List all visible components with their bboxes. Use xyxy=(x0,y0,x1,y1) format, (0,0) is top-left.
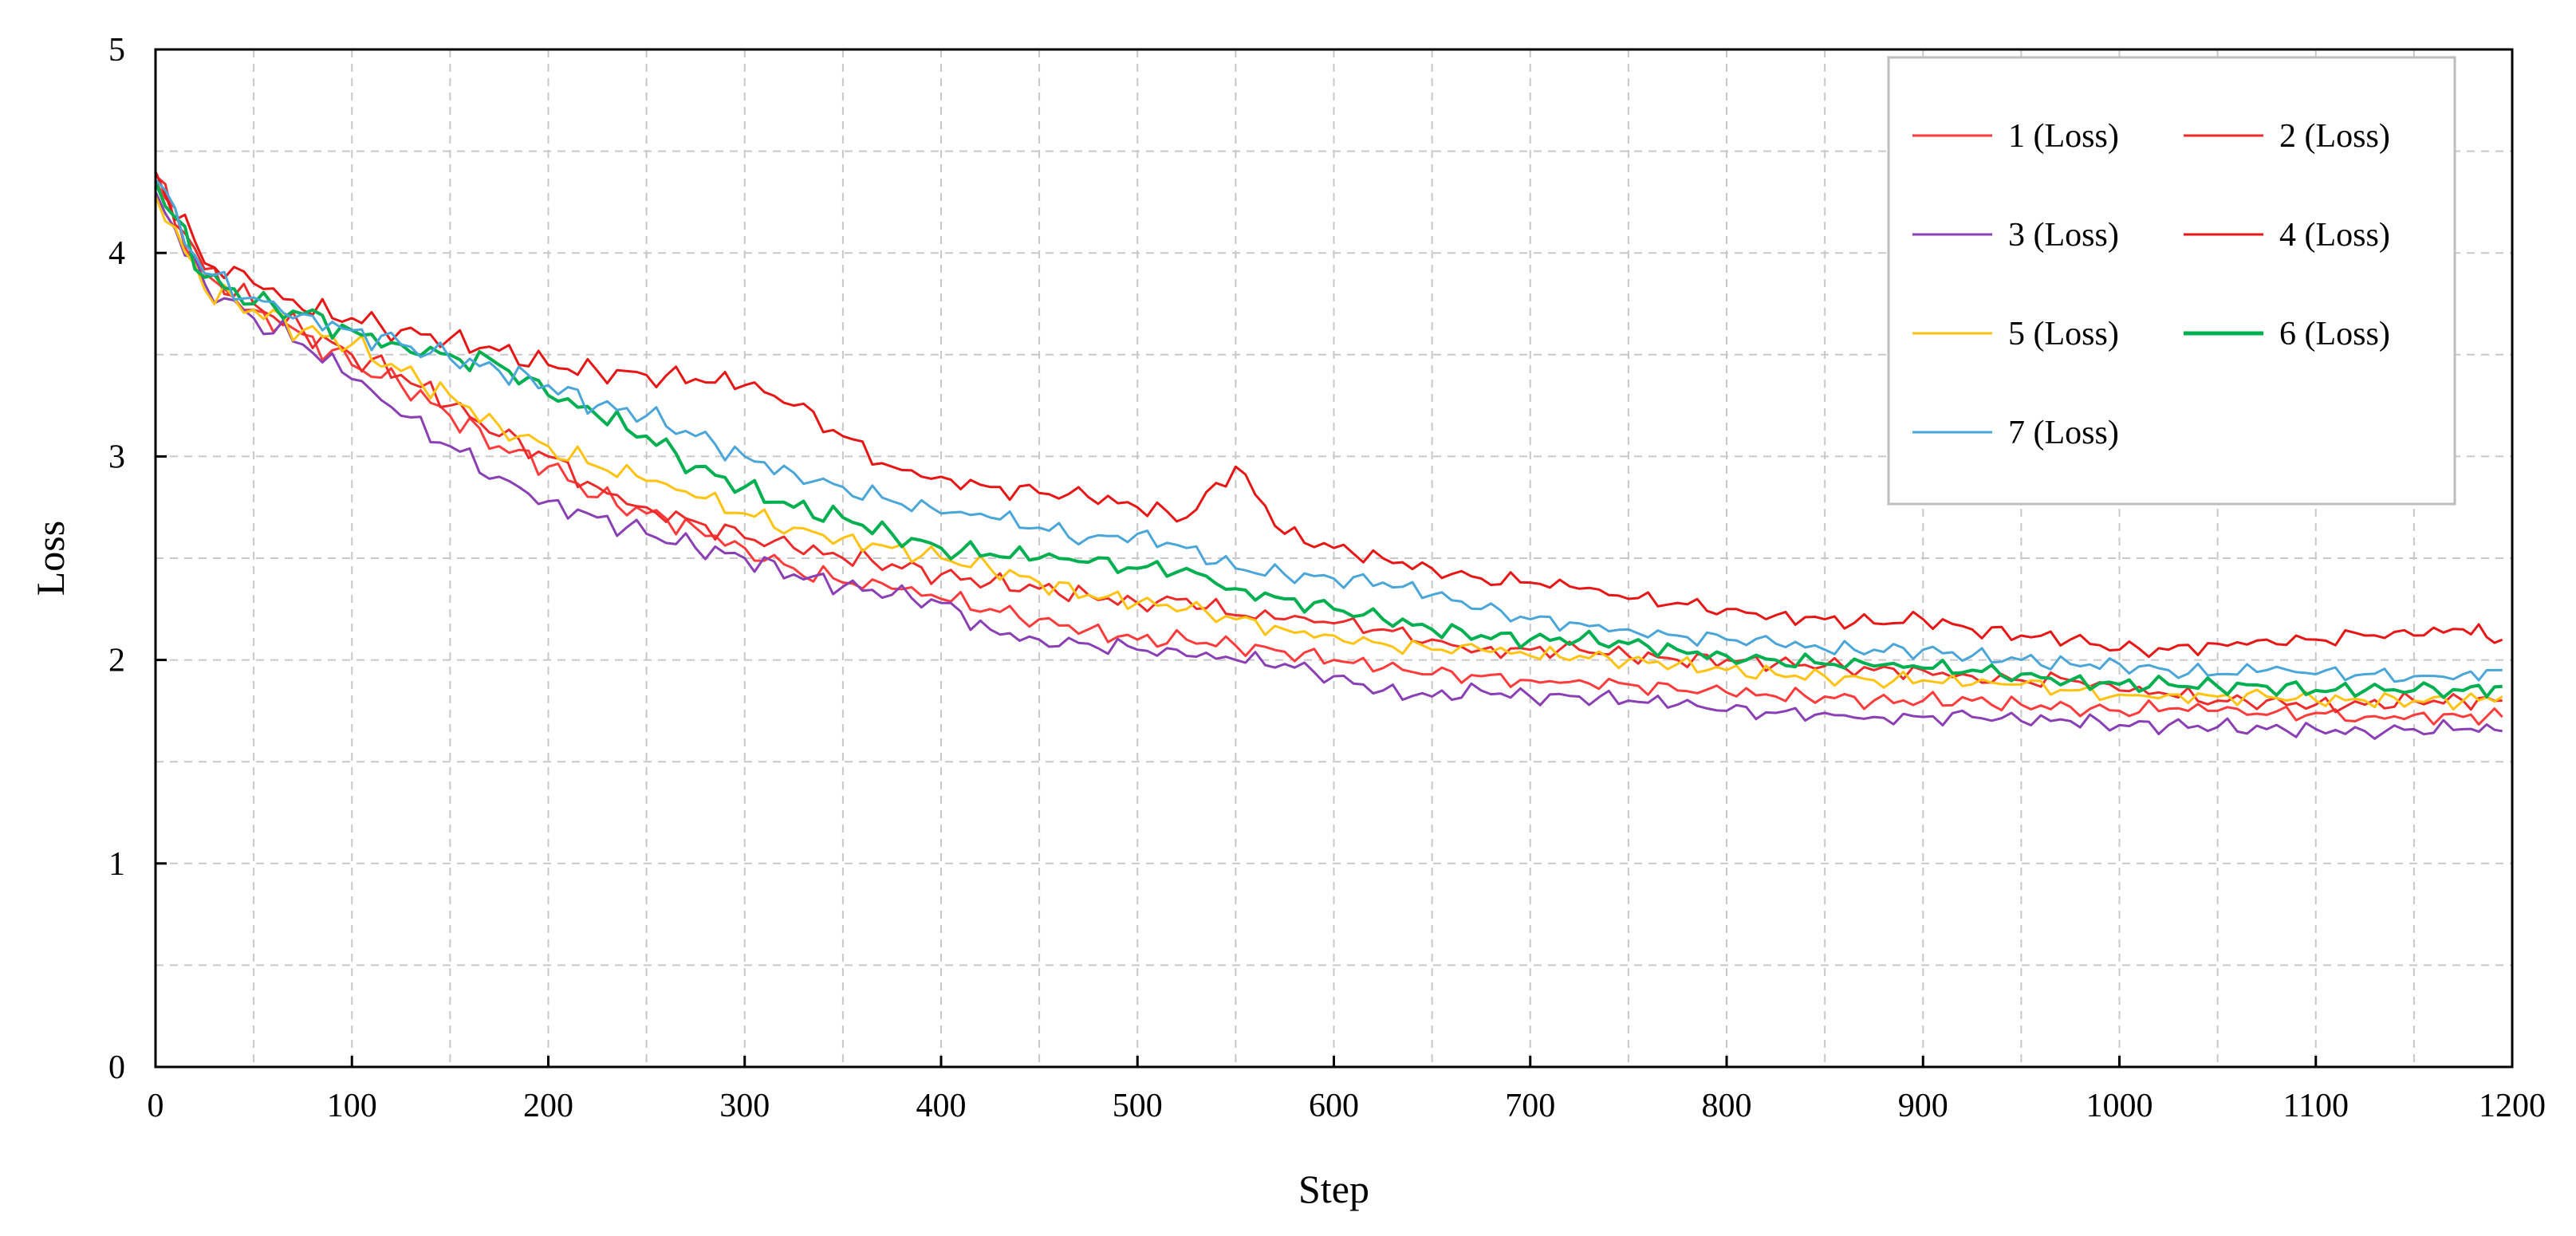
legend-label-6: 6 (Loss) xyxy=(2279,316,2390,352)
tick-labels: 0 100 200 300 400 500 600 700 800 900 1000 1100 1200… xyxy=(108,32,2546,1124)
x-tick-label: 500 xyxy=(1113,1088,1163,1124)
legend-label-1: 1 (Loss) xyxy=(2008,118,2119,155)
y-tick-label: 0 xyxy=(108,1049,125,1086)
x-tick-label: 600 xyxy=(1309,1088,1359,1124)
legend-label-3: 3 (Loss) xyxy=(2008,217,2119,254)
legend-label-5: 5 (Loss) xyxy=(2008,316,2119,352)
y-tick-label: 5 xyxy=(108,32,125,69)
legend-label-4: 4 (Loss) xyxy=(2279,217,2390,254)
y-tick-label: 2 xyxy=(108,643,125,679)
y-tick-label: 3 xyxy=(108,439,125,475)
series-line-7 xyxy=(154,179,2503,683)
x-tick-label: 100 xyxy=(327,1088,377,1124)
x-tick-label: 200 xyxy=(523,1088,573,1124)
x-tick-label: 400 xyxy=(916,1088,967,1124)
series-layer xyxy=(154,171,2503,740)
series-line-5 xyxy=(154,195,2503,711)
y-tick-label: 1 xyxy=(108,846,125,883)
x-axis-label: Step xyxy=(1298,1167,1369,1211)
x-tick-label: 1000 xyxy=(2086,1088,2153,1124)
series-line-4 xyxy=(154,171,2503,659)
x-tick-label: 1100 xyxy=(2283,1088,2349,1124)
x-tick-label: 0 xyxy=(148,1088,164,1124)
y-axis-label: Loss xyxy=(28,521,73,596)
series-line-6 xyxy=(154,181,2503,699)
legend-label-2: 2 (Loss) xyxy=(2279,118,2390,155)
x-tick-label: 800 xyxy=(1702,1088,1752,1124)
series-line-1 xyxy=(154,181,2503,726)
legend-label-7: 7 (Loss) xyxy=(2008,415,2119,451)
gridlines xyxy=(156,49,2512,1067)
legend-box xyxy=(1887,56,2456,506)
x-tick-label: 900 xyxy=(1898,1088,1948,1124)
series-line-2 xyxy=(155,175,2503,714)
x-tick-label: 700 xyxy=(1505,1088,1555,1124)
y-tick-label: 4 xyxy=(108,235,125,272)
legend: 1 (Loss) 2 (Loss) 3 (Loss) 4 (Loss) 5 (Loss)… xyxy=(1887,56,2456,506)
series-line-3 xyxy=(154,191,2503,740)
x-tick-label: 1200 xyxy=(2479,1088,2546,1124)
x-tick-label: 300 xyxy=(719,1088,770,1124)
